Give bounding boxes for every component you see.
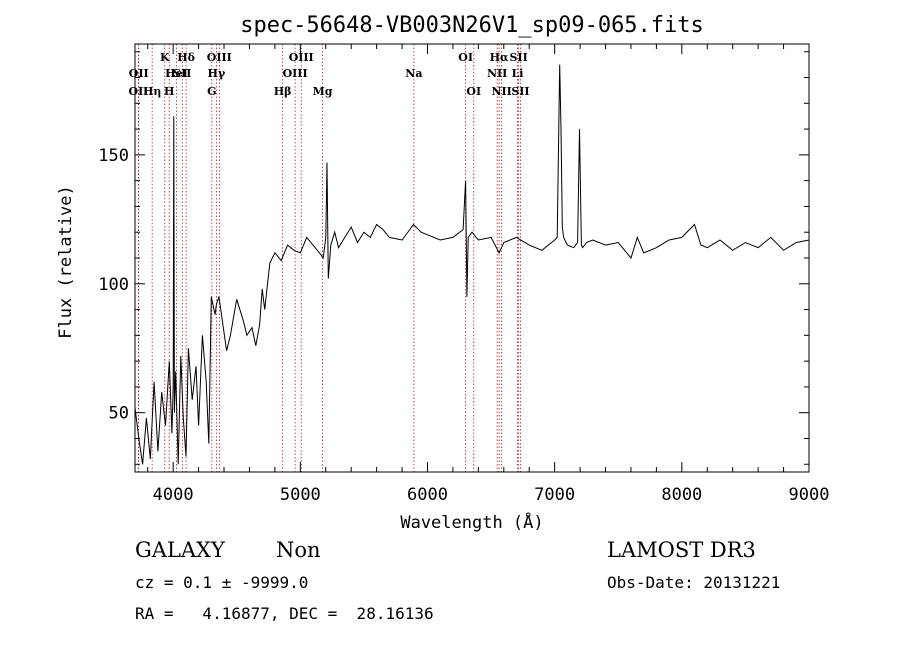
line-label: Mg bbox=[313, 85, 333, 98]
line-label: HeI bbox=[165, 67, 188, 80]
line-label: Hα bbox=[490, 51, 509, 64]
x-tick-label: 8000 bbox=[661, 485, 702, 505]
x-tick-label: 6000 bbox=[407, 485, 448, 505]
x-axis-ticks: 4000 5000 6000 7000 8000 9000 bbox=[147, 44, 830, 505]
line-label: G bbox=[207, 85, 216, 98]
line-label: Li bbox=[512, 67, 524, 80]
object-subclass: Non bbox=[276, 538, 321, 562]
line-label: OI bbox=[458, 51, 473, 64]
chart-title: spec-56648-VB003N26V1_sp09-065.fits bbox=[240, 13, 704, 38]
line-label: SII bbox=[511, 85, 529, 98]
y-tick-label: 150 bbox=[98, 146, 129, 166]
line-label: NII bbox=[487, 67, 507, 80]
line-label: NII bbox=[491, 85, 511, 98]
observation-date: Obs-Date: 20131221 bbox=[607, 573, 781, 592]
y-axis-label: Flux (relative) bbox=[56, 185, 76, 339]
y-tick-label: 100 bbox=[98, 275, 129, 295]
x-tick-label: 9000 bbox=[789, 485, 830, 505]
line-label: OII bbox=[128, 85, 148, 98]
coordinates-readout: RA = 4.16877, DEC = 28.16136 bbox=[135, 604, 434, 623]
line-label: Na bbox=[405, 67, 422, 80]
line-label: Hγ bbox=[208, 67, 226, 80]
line-label: OIII bbox=[289, 51, 314, 64]
spectrum-line bbox=[134, 64, 810, 465]
line-label: Hη bbox=[143, 85, 161, 98]
spectral-line-markers bbox=[138, 44, 521, 472]
line-label: SII bbox=[173, 67, 191, 80]
line-label: OIII bbox=[283, 67, 308, 80]
y-axis-ticks: 50 100 150 bbox=[98, 51, 809, 465]
line-label: OIII bbox=[207, 51, 232, 64]
line-label: OI bbox=[466, 85, 481, 98]
x-tick-label: 4000 bbox=[153, 485, 194, 505]
line-label: SII bbox=[510, 51, 528, 64]
x-tick-label: 7000 bbox=[534, 485, 575, 505]
line-label: Hβ bbox=[274, 85, 292, 98]
survey-name: LAMOST DR3 bbox=[607, 538, 756, 562]
y-tick-label: 50 bbox=[109, 404, 129, 424]
redshift-readout: cz = 0.1 ± -9999.0 bbox=[135, 573, 309, 592]
line-label: Hδ bbox=[177, 51, 195, 64]
x-tick-label: 5000 bbox=[280, 485, 321, 505]
x-axis-label: Wavelength (Å) bbox=[400, 511, 543, 533]
line-label: OII bbox=[129, 67, 149, 80]
line-label: H bbox=[164, 85, 174, 98]
object-class: GALAXY bbox=[135, 538, 225, 562]
plot-frame bbox=[134, 43, 810, 473]
line-label: K bbox=[160, 51, 170, 64]
